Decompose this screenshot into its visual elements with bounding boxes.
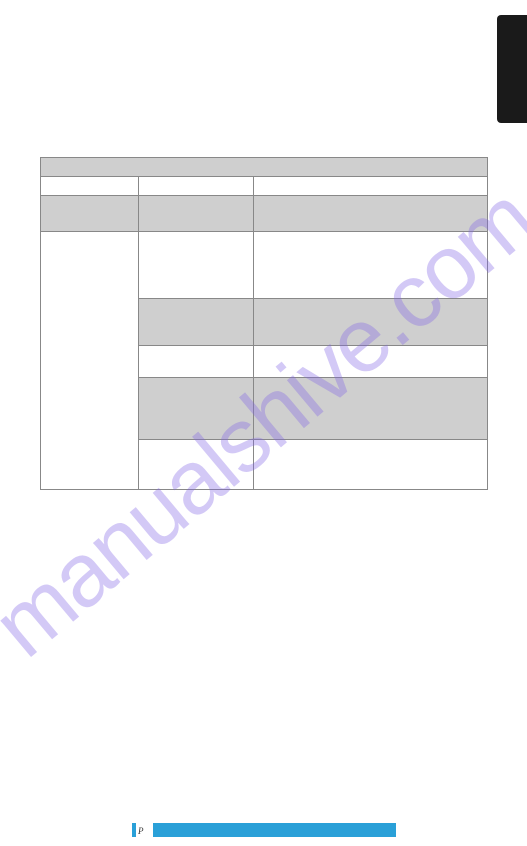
table-row [139,378,487,440]
table-rowspan-cell [41,232,139,489]
table-row [139,232,487,299]
table-header-row [41,158,487,177]
table-cell [254,299,487,345]
table-cell [254,346,487,377]
table-cell [139,196,254,231]
table-rowgroup [41,232,487,489]
data-table [40,157,488,490]
table-cell [41,196,139,231]
footer-bar [131,823,396,837]
table-cell [254,378,487,439]
table-cell [139,440,254,489]
table-cell [41,177,139,195]
table-cell [139,346,254,377]
svg-text:P: P [137,826,144,836]
table-cell [139,299,254,345]
table-row [139,440,487,489]
table-cell [254,232,487,298]
table-row [139,346,487,378]
table-row [139,299,487,346]
footer-logo-icon: P [131,822,153,838]
table-cell [139,378,254,439]
table-cell [254,440,487,489]
table-row [41,177,487,196]
table-cell [139,232,254,298]
table-cell [254,196,487,231]
table-cell [254,177,487,195]
table-row [41,196,487,232]
table-cell [139,177,254,195]
side-tab-marker [497,15,527,123]
